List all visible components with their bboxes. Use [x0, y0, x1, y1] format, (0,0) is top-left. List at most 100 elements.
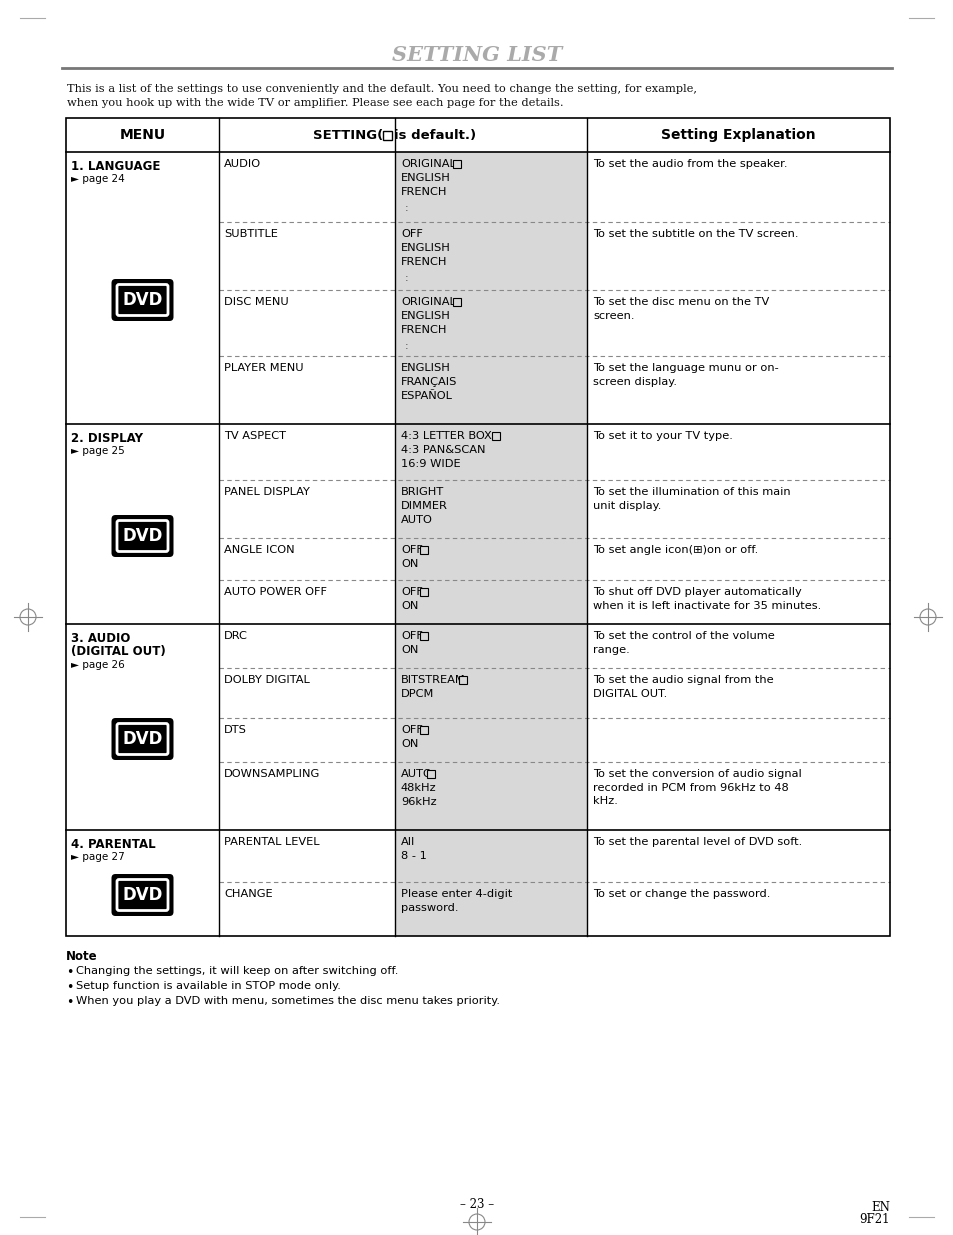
Text: ENGLISH: ENGLISH	[400, 243, 451, 253]
Text: This is a list of the settings to use conveniently and the default. You need to : This is a list of the settings to use co…	[67, 84, 697, 94]
Text: To set the control of the volume
range.: To set the control of the volume range.	[593, 631, 774, 655]
Text: ENGLISH: ENGLISH	[400, 311, 451, 321]
Text: PLAYER MENU: PLAYER MENU	[224, 363, 303, 373]
Text: 48kHz: 48kHz	[400, 783, 436, 793]
Text: ESPAÑOL: ESPAÑOL	[400, 391, 453, 401]
FancyBboxPatch shape	[112, 874, 173, 916]
Bar	[382, 131, 392, 140]
Text: :: :	[405, 341, 408, 351]
Text: To set the disc menu on the TV
screen.: To set the disc menu on the TV screen.	[593, 296, 768, 321]
Text: Note: Note	[66, 950, 97, 963]
Text: PARENTAL LEVEL: PARENTAL LEVEL	[224, 837, 319, 847]
Text: SETTING(: SETTING(	[313, 128, 382, 142]
Text: SETTING LIST: SETTING LIST	[392, 44, 561, 65]
Text: DISC MENU: DISC MENU	[224, 296, 289, 308]
Text: EN: EN	[870, 1200, 889, 1214]
FancyBboxPatch shape	[112, 718, 173, 760]
Text: Changing the settings, it will keep on after switching off.: Changing the settings, it will keep on a…	[76, 966, 398, 976]
Text: 4. PARENTAL: 4. PARENTAL	[71, 839, 155, 851]
FancyBboxPatch shape	[112, 279, 173, 321]
Text: DVD: DVD	[122, 527, 163, 545]
Text: 2. DISPLAY: 2. DISPLAY	[71, 432, 143, 445]
Text: BITSTREAM: BITSTREAM	[400, 676, 465, 685]
Text: TV ASPECT: TV ASPECT	[224, 431, 286, 441]
Text: All: All	[400, 837, 415, 847]
Bar	[453, 298, 460, 306]
Text: 4:3 LETTER BOX: 4:3 LETTER BOX	[400, 431, 491, 441]
Text: DTS: DTS	[224, 725, 247, 735]
Text: Setup function is available in STOP mode only.: Setup function is available in STOP mode…	[76, 981, 340, 990]
Text: •: •	[66, 981, 73, 994]
Bar	[427, 769, 435, 778]
Text: ON: ON	[400, 645, 418, 655]
Text: DOLBY DIGITAL: DOLBY DIGITAL	[224, 676, 310, 685]
Text: To shut off DVD player automatically
when it is left inactivate for 35 minutes.: To shut off DVD player automatically whe…	[593, 587, 821, 610]
Text: To set the conversion of audio signal
recorded in PCM from 96kHz to 48
kHz.: To set the conversion of audio signal re…	[593, 769, 801, 806]
Text: ANGLE ICON: ANGLE ICON	[224, 545, 294, 555]
Text: AUTO: AUTO	[400, 515, 433, 525]
Text: To set the language munu or on-
screen display.: To set the language munu or on- screen d…	[593, 363, 778, 387]
Bar	[66, 119, 889, 936]
Text: AUDIO: AUDIO	[224, 159, 261, 169]
Text: ► page 27: ► page 27	[71, 852, 125, 862]
FancyBboxPatch shape	[117, 284, 168, 315]
Text: FRENCH: FRENCH	[400, 257, 447, 267]
Text: when you hook up with the wide TV or amplifier. Please see each page for the det: when you hook up with the wide TV or amp…	[67, 98, 563, 107]
Text: Setting Explanation: Setting Explanation	[660, 128, 815, 142]
Bar	[395, 152, 586, 424]
Text: ON: ON	[400, 559, 418, 569]
Bar	[492, 432, 499, 440]
Text: password.: password.	[400, 903, 458, 913]
Text: To set the subtitle on the TV screen.: To set the subtitle on the TV screen.	[593, 228, 798, 240]
Text: :: :	[405, 273, 408, 283]
Text: 8 - 1: 8 - 1	[400, 851, 426, 861]
Text: FRANÇAIS: FRANÇAIS	[400, 377, 456, 387]
Text: ENGLISH: ENGLISH	[400, 363, 451, 373]
Text: MENU: MENU	[119, 128, 166, 142]
Text: To set the illumination of this main
unit display.: To set the illumination of this main uni…	[593, 487, 790, 510]
Text: OFF: OFF	[400, 725, 422, 735]
Text: ► page 24: ► page 24	[71, 174, 125, 184]
Text: •: •	[66, 966, 73, 979]
Text: DRC: DRC	[224, 631, 248, 641]
Bar	[420, 632, 428, 640]
Text: BRIGHT: BRIGHT	[400, 487, 444, 496]
FancyBboxPatch shape	[117, 724, 168, 755]
Text: – 23 –: – 23 –	[459, 1198, 494, 1212]
Text: :: :	[405, 203, 408, 212]
Text: CHANGE: CHANGE	[224, 889, 273, 899]
Text: SUBTITLE: SUBTITLE	[224, 228, 277, 240]
Text: 1. LANGUAGE: 1. LANGUAGE	[71, 161, 160, 173]
FancyBboxPatch shape	[112, 515, 173, 557]
Text: AUTO POWER OFF: AUTO POWER OFF	[224, 587, 327, 597]
Bar	[420, 726, 428, 734]
Text: OFF: OFF	[400, 587, 422, 597]
Text: DVD: DVD	[122, 885, 163, 904]
Text: AUTO: AUTO	[400, 769, 433, 779]
Text: ON: ON	[400, 601, 418, 611]
Bar	[395, 424, 586, 624]
Text: ON: ON	[400, 739, 418, 748]
Text: (DIGITAL OUT): (DIGITAL OUT)	[71, 645, 166, 658]
Text: ENGLISH: ENGLISH	[400, 173, 451, 183]
Bar	[420, 546, 428, 555]
Text: DIMMER: DIMMER	[400, 501, 447, 511]
Text: ► page 25: ► page 25	[71, 446, 125, 456]
Text: To set the audio signal from the
DIGITAL OUT.: To set the audio signal from the DIGITAL…	[593, 676, 773, 699]
Text: DOWNSAMPLING: DOWNSAMPLING	[224, 769, 320, 779]
Text: FRENCH: FRENCH	[400, 186, 447, 198]
Text: DVD: DVD	[122, 291, 163, 309]
Text: DPCM: DPCM	[400, 689, 434, 699]
Text: OFF: OFF	[400, 545, 422, 555]
FancyBboxPatch shape	[117, 520, 168, 552]
Text: DVD: DVD	[122, 730, 163, 748]
Text: 16:9 WIDE: 16:9 WIDE	[400, 459, 460, 469]
Text: To set or change the password.: To set or change the password.	[593, 889, 770, 899]
Bar	[453, 161, 460, 168]
Text: ► page 26: ► page 26	[71, 659, 125, 671]
Bar	[395, 624, 586, 830]
FancyBboxPatch shape	[117, 879, 168, 910]
Text: When you play a DVD with menu, sometimes the disc menu takes priority.: When you play a DVD with menu, sometimes…	[76, 995, 499, 1007]
Text: •: •	[66, 995, 73, 1009]
Text: 96kHz: 96kHz	[400, 797, 436, 806]
